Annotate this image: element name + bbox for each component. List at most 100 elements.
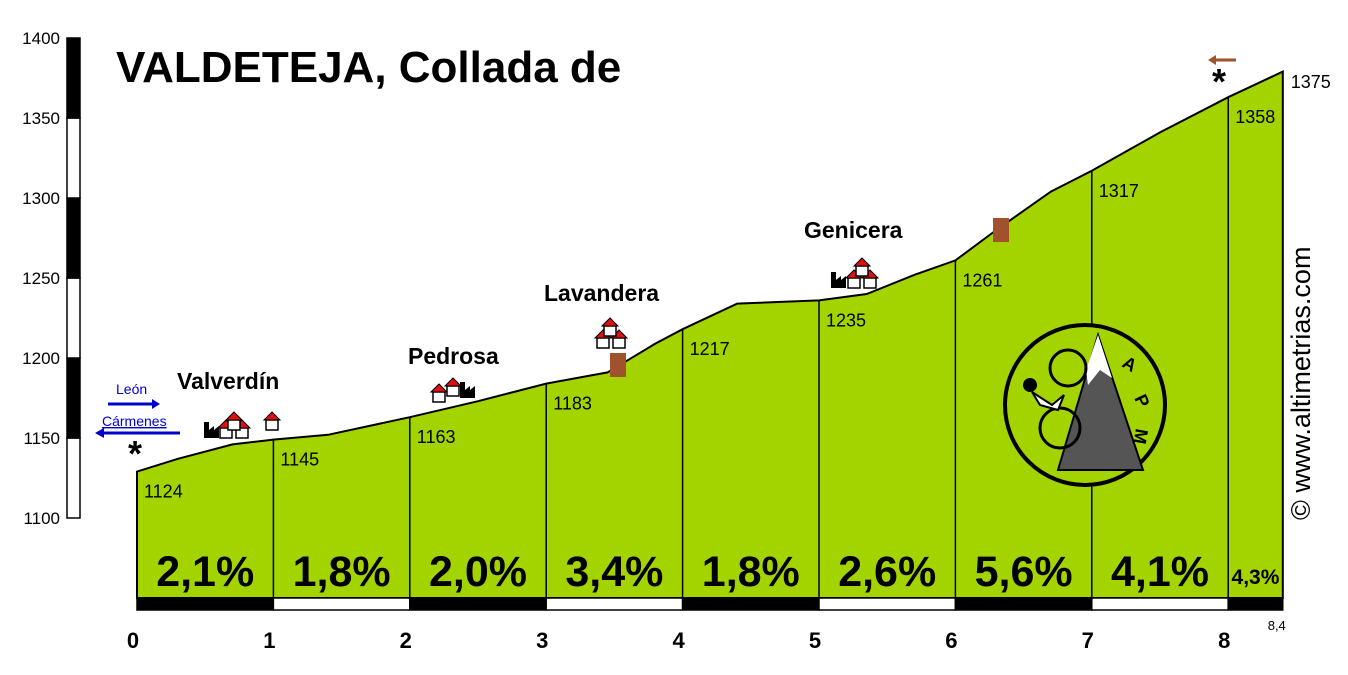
km-bar-segment [954, 597, 1093, 611]
km-bar-segment [136, 597, 275, 611]
roof-icon [443, 377, 463, 387]
roof-icon [852, 257, 872, 267]
cyclist-icon [1023, 378, 1037, 392]
bike-wheel-icon [1048, 348, 1088, 388]
altitude-label: 1375 [1291, 72, 1331, 92]
y-tick-label: 1250 [22, 269, 60, 288]
road-label-leon: León [116, 381, 147, 397]
town-label: Genicera [804, 217, 903, 243]
altitude-label: 1145 [280, 450, 319, 470]
x-tick-label: 6 [945, 628, 957, 653]
road-label-carmenes: Cármenes [102, 413, 167, 429]
apm-logo: A P M [1003, 323, 1167, 487]
km-bar-segment [272, 597, 411, 611]
roof-icon [262, 411, 282, 421]
altitude-label: 1217 [690, 339, 730, 359]
road-indicators: León Cármenes * [95, 381, 180, 474]
y-tick-label: 1100 [23, 509, 60, 528]
scale-segment [66, 117, 81, 199]
gradient-label: 4,3% [1232, 566, 1280, 589]
house-icon [847, 277, 861, 289]
chart-title: VALDETEJA, Collada de [116, 43, 621, 92]
gradient-label: 3,4% [565, 548, 663, 596]
gradient-label: 2,0% [429, 548, 527, 596]
cyclist-body-icon [1031, 391, 1065, 412]
gradient-label: 1,8% [702, 548, 800, 596]
industry-icon [831, 272, 846, 288]
altitude-label: 1317 [1099, 181, 1139, 201]
gradient-label: 4,1% [1111, 548, 1209, 596]
house-icon [855, 265, 869, 277]
km-bar-segment [545, 597, 684, 611]
km-bar-segment [409, 597, 547, 611]
roof-icon [600, 317, 620, 327]
altitude-scale: 1100 1150 1200 1250 1300 1350 1400 [22, 29, 81, 528]
summit-markers: * [1208, 55, 1236, 102]
scale-segment [66, 437, 81, 519]
industry-icon [204, 422, 219, 438]
map-icons: Valverdín Pedrosa Lavandera Genicera [177, 217, 1009, 439]
x-tick-label: 0 [127, 628, 139, 653]
x-tick-label: 7 [1082, 628, 1094, 653]
scale-segment [66, 357, 81, 439]
scale-segment [66, 277, 81, 359]
altitude-label: 1235 [826, 310, 866, 330]
snow-cap-icon [1086, 335, 1112, 385]
altitude-label: 1358 [1235, 107, 1275, 127]
summit-asterisk-icon: * [1212, 61, 1226, 102]
km-bar-segment [1227, 597, 1284, 611]
house-icon [227, 419, 241, 431]
km-bar-segment [681, 597, 820, 611]
arrowhead-left-icon [95, 428, 104, 438]
x-tick-label: 3 [536, 628, 548, 653]
y-tick-label: 1400 [22, 29, 60, 48]
x-tick-label: 2 [400, 628, 412, 653]
town-label: Valverdín [177, 368, 279, 394]
gradient-label: 5,6% [975, 548, 1073, 596]
roof-icon [429, 383, 449, 393]
copyright-watermark: © www.altimetrias.com [1286, 247, 1316, 520]
gradient-label: 1,8% [293, 548, 391, 596]
altitude-label: 1124 [144, 482, 183, 502]
house-icon [446, 385, 460, 397]
house-icon [612, 337, 626, 349]
end-km-label: 8,4 [1268, 618, 1286, 633]
house-icon [863, 277, 877, 289]
industry-icon [460, 382, 475, 398]
y-tick-label: 1300 [22, 189, 60, 208]
altitude-label: 1261 [962, 270, 1002, 290]
scale-segment [66, 37, 81, 119]
km-bar-segment [1091, 597, 1229, 611]
gradient-label: 2,1% [156, 548, 254, 596]
y-tick-label: 1350 [22, 109, 60, 128]
y-tick-label: 1200 [22, 349, 60, 368]
x-tick-label: 1 [263, 628, 275, 653]
y-tick-label: 1150 [23, 429, 60, 448]
scale-segment [66, 197, 81, 279]
gradient-label: 2,6% [838, 548, 936, 596]
summit-sign-arrow-icon [1208, 55, 1216, 65]
house-icon [432, 391, 446, 403]
bike-wheel-icon [1038, 406, 1082, 450]
col-sign-icon [993, 218, 1009, 242]
x-tick-label: 5 [809, 628, 821, 653]
km-bar-segment [818, 597, 957, 611]
x-tick-label: 8 [1218, 628, 1230, 653]
logo-letter-m: M [1129, 427, 1151, 445]
roof-icon [224, 411, 244, 421]
col-sign-icon [610, 353, 626, 377]
altitude-label: 1183 [553, 394, 592, 414]
altitude-label: 1163 [417, 427, 456, 447]
km-bar: 0 1 2 3 4 5 6 7 8 8,4 [127, 597, 1286, 653]
town-label: Lavandera [544, 280, 659, 306]
house-icon [596, 337, 610, 349]
x-tick-label: 4 [672, 628, 685, 653]
house-icon [603, 325, 617, 337]
house-icon [265, 419, 279, 431]
start-asterisk-icon: * [128, 433, 142, 474]
arrowhead-right-icon [152, 399, 160, 409]
data-labels: 2,1% 1,8% 2,0% 3,4% 1,8% 2,6% 5,6% 4,1% 4,3% 1124… [144, 72, 1331, 596]
town-label: Pedrosa [408, 343, 499, 369]
